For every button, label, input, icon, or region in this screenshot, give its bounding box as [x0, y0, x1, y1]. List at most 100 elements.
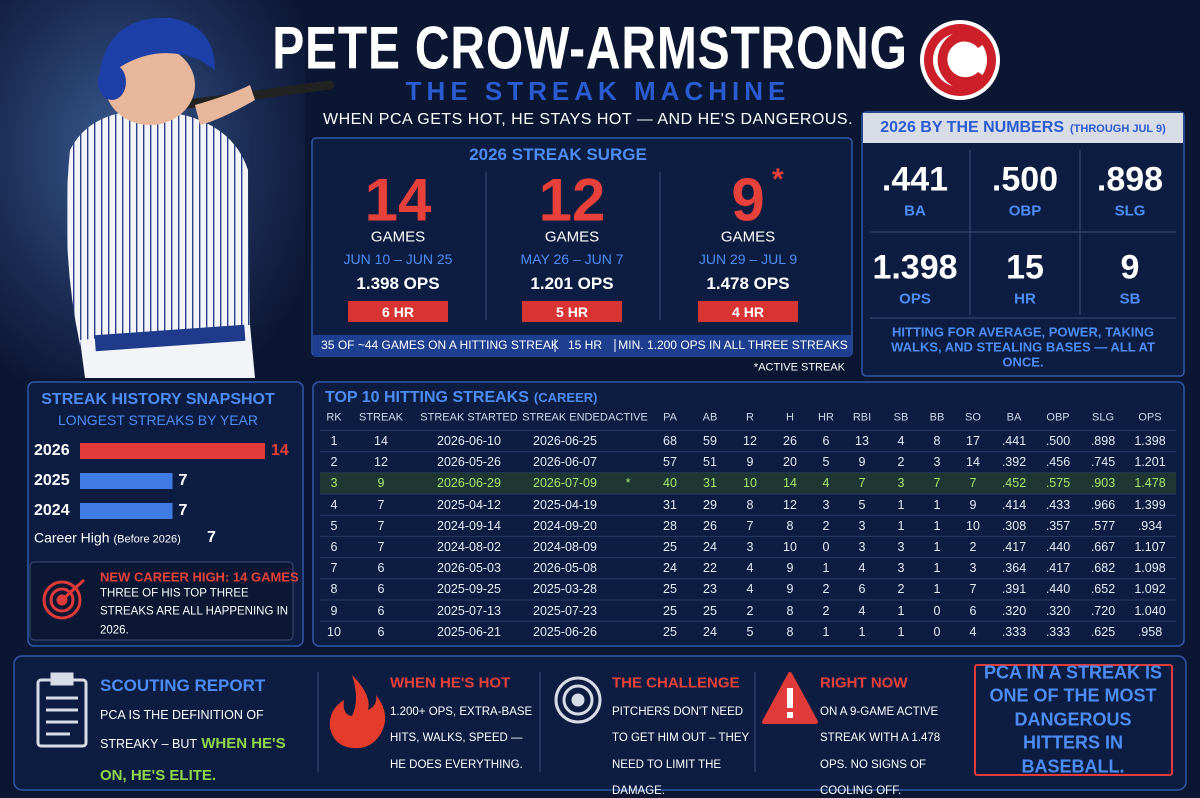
summary-item: MIN. 1.200 OPS IN ALL THREE STREAKS — [618, 338, 848, 353]
table-cell: 24 — [703, 624, 717, 639]
streak-ops: 1.478 OPS — [706, 274, 790, 294]
table-cell: 3 — [969, 561, 977, 575]
hr-badge — [522, 301, 622, 322]
table-cell: 2 — [822, 582, 830, 597]
streak-dates: JUN 29 – JUL 9 — [698, 250, 798, 267]
table-cell: .417 — [1001, 539, 1027, 554]
table-cell: 2 — [969, 539, 977, 554]
streak-hr: 4 HR — [732, 303, 764, 320]
insight-body: PCA IS THE DEFINITION OF STREAKY – BUT — [100, 708, 264, 752]
table-cell: 4 — [746, 582, 754, 597]
table-cell: 2025-06-26 — [533, 624, 597, 639]
streak-dates: MAY 26 – JUN 7 — [520, 250, 624, 267]
table-cell: 10 — [783, 539, 797, 554]
numbers-header — [863, 113, 1183, 143]
column-header: HR — [818, 411, 834, 424]
table-cell: 5 — [822, 455, 830, 469]
table-cell: 6 — [822, 433, 830, 448]
table-cell: .577 — [1090, 518, 1116, 533]
table-cell: * — [625, 476, 631, 491]
table-cell: 14 — [374, 433, 388, 448]
table-cell: 9 — [746, 455, 754, 469]
table-cell: 4 — [969, 624, 977, 639]
table-cell: 23 — [703, 582, 717, 597]
streak-number: 12 — [538, 166, 606, 234]
insight-title: RIGHT NOW — [820, 674, 908, 692]
table-cell: 1.398 — [1134, 433, 1166, 448]
table-cell: 2024-09-20 — [533, 518, 597, 533]
table-cell: .333 — [1045, 624, 1071, 639]
table-cell: 1.478 — [1134, 476, 1166, 491]
table-cell: 2 — [822, 518, 830, 533]
table-cell: 2025-04-12 — [437, 497, 501, 512]
insight-text: 1.200+ OPS, EXTRA-BASE HITS, WALKS, SPEE… — [390, 699, 538, 778]
table-cell: .720 — [1090, 603, 1116, 618]
table-cell: 2026-05-03 — [437, 561, 501, 575]
table-cell: .625 — [1090, 624, 1116, 639]
table-cell: 2026-05-26 — [437, 455, 501, 469]
column-header: SO — [965, 411, 981, 424]
column-header: H — [786, 411, 794, 424]
column-header: ACTIVE — [608, 411, 648, 424]
streak-ops: 1.201 OPS — [530, 274, 614, 294]
insight-body: PITCHERS DON'T NEED TO GET HIM OUT – THE… — [612, 706, 749, 798]
column-header: BA — [1006, 411, 1022, 424]
table-cell: .958 — [1137, 624, 1163, 639]
table-heading: TOP 10 HITTING STREAKS (CAREER) — [325, 389, 597, 407]
table-cell: 1.092 — [1134, 582, 1166, 597]
closing-box — [974, 664, 1173, 776]
table-cell: 1 — [897, 497, 905, 512]
table-cell: 3 — [746, 539, 754, 554]
career-value: 7 — [207, 528, 216, 546]
table-cell: 10 — [966, 518, 980, 533]
callout-text: THREE OF HIS TOP THREE STREAKS ARE ALL H… — [100, 587, 289, 637]
table-cell: 1 — [822, 561, 830, 575]
subtitle: THE STREAK MACHINE — [405, 76, 791, 107]
table-cell: .333 — [1001, 624, 1027, 639]
fire-icon — [329, 675, 386, 749]
table-cell: 25 — [663, 582, 677, 597]
closing-statement: PCA IN A STREAK IS ONE OF THE MOST DANGE… — [983, 662, 1162, 777]
column-header: SLG — [1091, 411, 1115, 424]
bar — [80, 443, 265, 459]
stat-label: HR — [1014, 290, 1036, 308]
table-cell: 1 — [933, 561, 941, 575]
column-header: STREAK STARTED — [420, 411, 518, 424]
table-cell: 3 — [330, 476, 338, 491]
table-cell: 2025-04-19 — [533, 497, 597, 512]
table-cell: 7 — [933, 476, 941, 491]
insight-emphasis: WHEN HE'S ON, HE'S ELITE. — [100, 735, 286, 784]
stat-value: 9 — [1120, 248, 1140, 287]
table-cell: 2 — [822, 603, 830, 618]
table-cell: 8 — [786, 518, 794, 533]
table-cell: 10 — [327, 624, 341, 639]
column-header: OPS — [1138, 411, 1162, 424]
callout-title: NEW CAREER HIGH: 14 GAMES — [100, 569, 299, 585]
table-cell: 0 — [822, 539, 830, 554]
table-cell: 13 — [855, 433, 869, 448]
warning-icon — [762, 672, 818, 724]
table-cell: 2024-09-14 — [437, 518, 501, 533]
table-cell: 25 — [663, 603, 677, 618]
table-cell: 3 — [858, 539, 866, 554]
table-cell: .745 — [1090, 455, 1116, 469]
insight-title: WHEN HE'S HOT — [390, 674, 511, 692]
clipboard-icon — [36, 672, 88, 748]
panel-title: STREAK HISTORY SNAPSHOT — [41, 390, 275, 408]
table-cell: 7 — [330, 561, 338, 575]
career-label: Career High (Before 2026) — [34, 530, 181, 547]
career-text: Career High — [34, 529, 110, 546]
table-cell: 6 — [377, 582, 385, 597]
table-cell: 4 — [858, 561, 866, 575]
bar — [80, 473, 173, 489]
table-cell: .357 — [1045, 518, 1071, 533]
streak-number: 9 — [731, 166, 765, 234]
column-header: BB — [929, 411, 945, 424]
table-cell: 4 — [330, 497, 338, 512]
table-cell: 14 — [966, 455, 980, 469]
bar-label: 2026 — [34, 441, 70, 459]
table-cell: 12 — [743, 433, 757, 448]
hr-badge — [348, 301, 448, 322]
table-cell: 1 — [933, 539, 941, 554]
